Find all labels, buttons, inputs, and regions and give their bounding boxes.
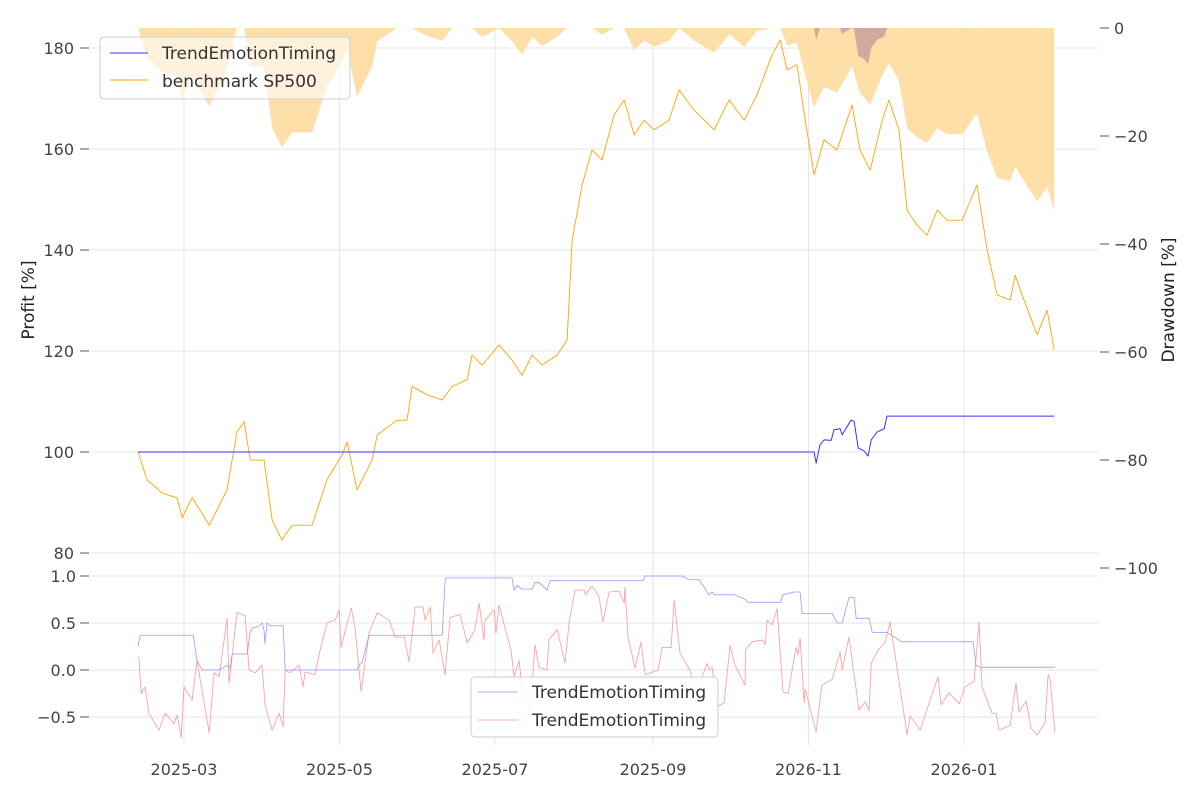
y-tick-label-profit: 180 [43, 39, 74, 58]
y-tick-label-drawdown: −100 [1114, 559, 1158, 578]
y-tick-label-drawdown: −60 [1114, 343, 1148, 362]
y-tick-label-signal: 0.5 [51, 614, 76, 633]
signal-line-red [138, 585, 1056, 739]
x-tick-label: 2025-05 [306, 760, 373, 779]
x-tick-label: 2025-03 [151, 760, 218, 779]
benchmark-sp500-line [137, 39, 1055, 541]
y-axis-label-profit: Profit [%] [19, 260, 39, 339]
y-axis-label-drawdown: Drawdown [%] [1159, 237, 1179, 362]
strategy-drawdown-area [138, 28, 1055, 65]
benchmark-drawdown-area [138, 28, 1055, 211]
legend-label-signal-red: TrendEmotionTiming [531, 711, 706, 731]
y-tick-label-signal: −0.5 [37, 708, 76, 727]
series-lines [137, 39, 1056, 739]
y-tick-label-drawdown: −80 [1114, 451, 1148, 470]
legend-top: TrendEmotionTiming benchmark SP500 [99, 36, 351, 100]
y-tick-label-signal: 1.0 [51, 567, 76, 586]
strategy-profit-line [138, 415, 1055, 464]
legend-bottom: TrendEmotionTiming TrendEmotionTiming [470, 676, 719, 738]
legend-label-strategy: TrendEmotionTiming [161, 44, 336, 64]
signal-line-blue [137, 575, 1055, 671]
legend-label-benchmark: benchmark SP500 [162, 72, 317, 92]
y-tick-label-signal: 0.0 [51, 661, 76, 680]
axes: 2025-03 2025-05 2025-07 2025-09 2026-11 2026-… [37, 19, 1158, 779]
drawdown-area [138, 28, 1055, 211]
y-tick-label-profit: 80 [54, 544, 74, 563]
x-tick-label: 2026-01 [931, 760, 998, 779]
y-tick-label-profit: 120 [43, 342, 74, 361]
y-tick-label-drawdown: −40 [1114, 235, 1148, 254]
legend-label-signal-blue: TrendEmotionTiming [531, 683, 706, 703]
y-tick-label-profit: 160 [43, 140, 74, 159]
x-tick-label: 2025-09 [620, 760, 687, 779]
x-tick-label: 2025-07 [462, 760, 529, 779]
y-tick-label-profit: 140 [43, 241, 74, 260]
y-tick-label-drawdown: −20 [1114, 127, 1148, 146]
y-tick-label-drawdown: 0 [1114, 19, 1124, 38]
grid [90, 28, 1098, 745]
y-tick-label-profit: 100 [43, 443, 74, 462]
x-tick-label: 2026-11 [775, 760, 842, 779]
